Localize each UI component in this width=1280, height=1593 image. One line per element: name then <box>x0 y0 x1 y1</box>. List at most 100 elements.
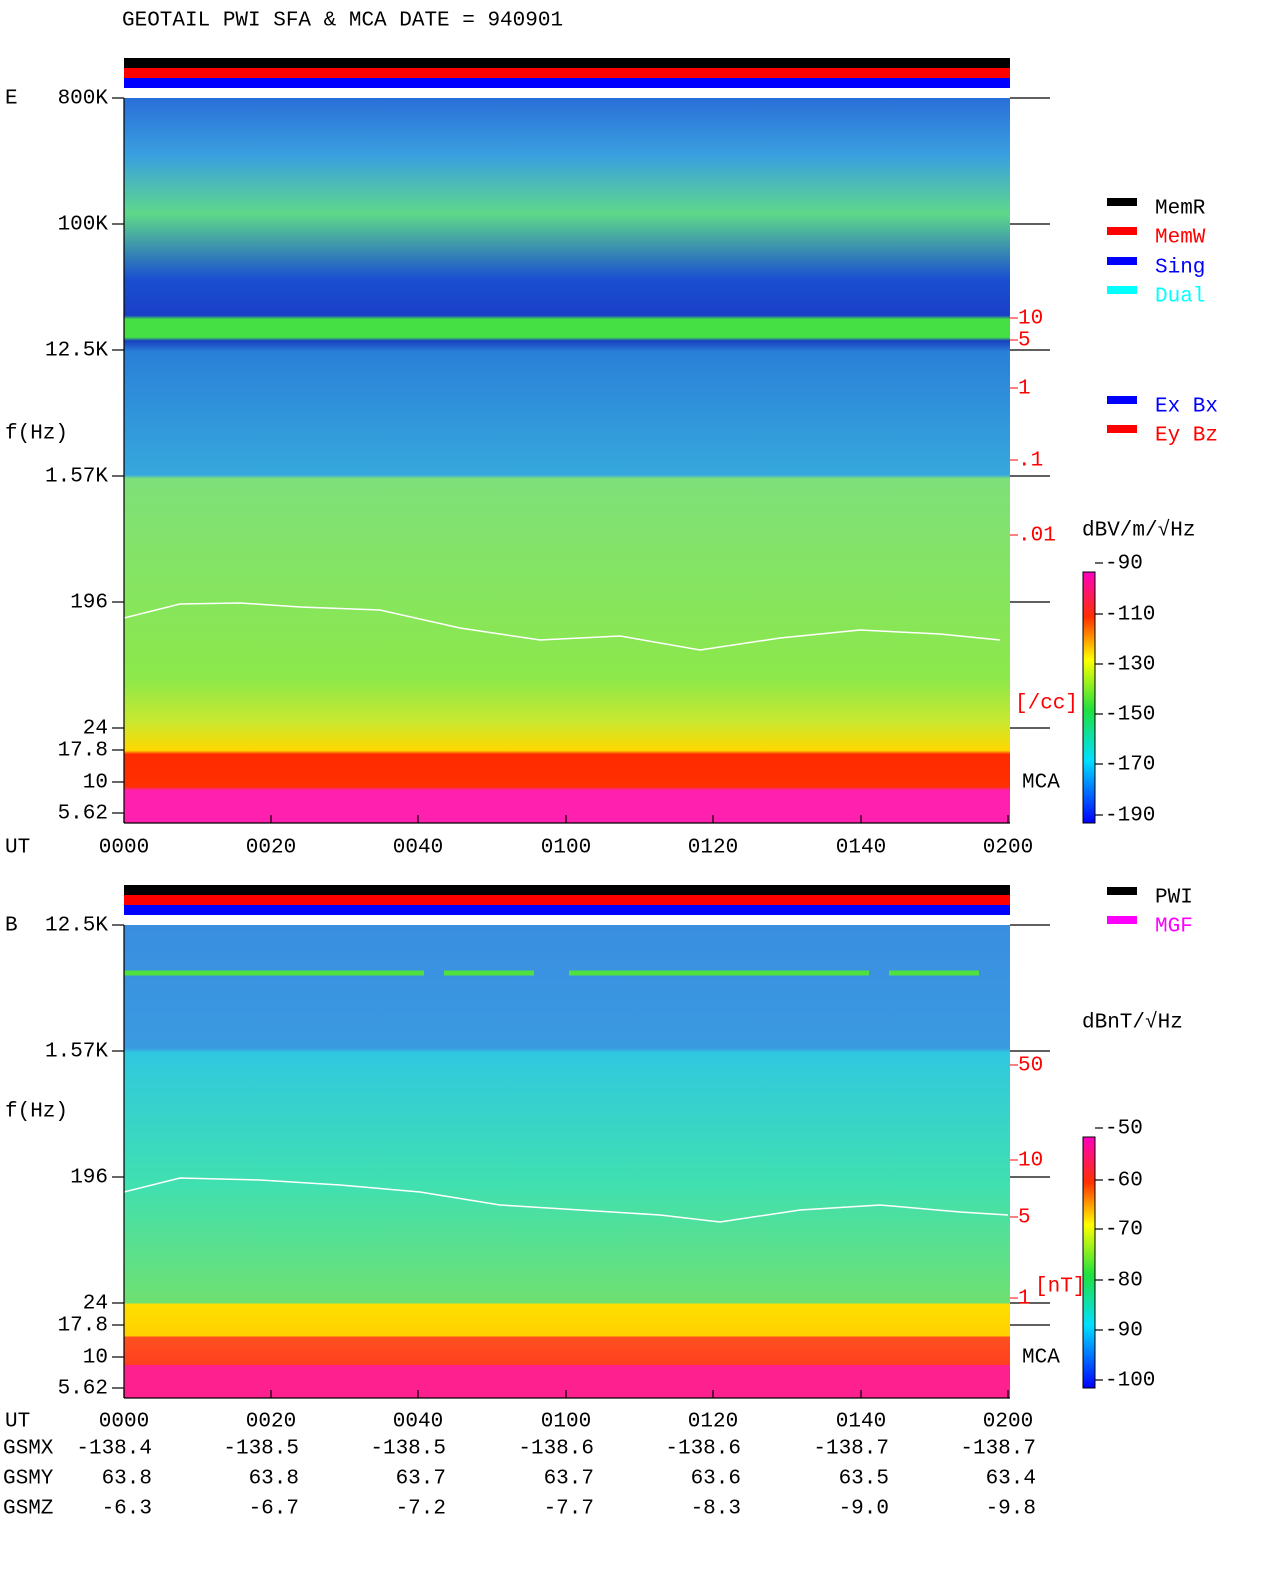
legend-swatch <box>1107 198 1137 206</box>
orbit-value: -7.2 <box>396 1498 446 1521</box>
density-tick-label: 1 <box>1018 1288 1031 1311</box>
colorbar-tick-label: -100 <box>1105 1370 1155 1393</box>
colorbar <box>1082 1136 1096 1389</box>
colorbar-tick-label: -50 <box>1105 1118 1143 1141</box>
density-tick-label: 10 <box>1018 308 1043 331</box>
x-tick-label: 0020 <box>246 1411 296 1434</box>
colorbar <box>1082 571 1096 824</box>
orbit-value: -138.6 <box>665 1438 741 1461</box>
x-tick-label: 0140 <box>836 837 886 860</box>
orbit-value: 63.7 <box>396 1468 446 1491</box>
y-tick-label: 24 <box>83 718 108 741</box>
x-tick-label: 0120 <box>688 1411 738 1434</box>
density-tick-label: 5 <box>1018 330 1031 353</box>
y-axis-label: f(Hz) <box>5 423 68 446</box>
y-tick-label: 17.8 <box>58 740 108 763</box>
orbit-value: -8.3 <box>691 1498 741 1521</box>
x-tick-label: 0040 <box>393 1411 443 1434</box>
status-bar <box>124 885 1010 895</box>
y-tick-label: 12.5K <box>45 915 108 938</box>
orbit-value: 63.8 <box>249 1468 299 1491</box>
colorbar-tick-label: -130 <box>1105 654 1155 677</box>
colorbar-tick-label: -90 <box>1105 1320 1143 1343</box>
y-axis-label: f(Hz) <box>5 1101 68 1124</box>
status-bar <box>124 895 1010 905</box>
panel-label: B <box>5 915 18 938</box>
density-unit: [nT] <box>1035 1276 1085 1299</box>
orbit-value: -6.7 <box>249 1498 299 1521</box>
y-tick-label: 10 <box>83 772 108 795</box>
colorbar-tick-label: -170 <box>1105 754 1155 777</box>
mca-label: MCA <box>1022 772 1060 795</box>
x-axis-label: UT <box>5 1411 30 1434</box>
y-tick-label: 100K <box>58 214 109 237</box>
x-tick-label: 0100 <box>541 1411 591 1434</box>
orbit-value: -138.7 <box>960 1438 1036 1461</box>
legend-label: Ex Bx <box>1155 396 1218 419</box>
legend-swatch <box>1107 396 1137 404</box>
mca-label: MCA <box>1022 1347 1060 1370</box>
y-tick-label: 12.5K <box>45 340 108 363</box>
y-tick-label: 1.57K <box>45 466 108 489</box>
x-tick-label: 0040 <box>393 837 443 860</box>
legend-label: Sing <box>1155 257 1205 280</box>
title: GEOTAIL PWI SFA & MCA DATE = 940901 <box>122 10 563 33</box>
colorbar-unit: dBnT/√Hz <box>1082 1011 1183 1035</box>
y-tick-label: 10 <box>83 1347 108 1370</box>
legend-label: MemR <box>1155 198 1206 221</box>
spectrogram <box>124 98 1010 823</box>
colorbar-tick-label: -190 <box>1105 805 1155 828</box>
x-tick-label: 0140 <box>836 1411 886 1434</box>
x-tick-label: 0200 <box>983 837 1033 860</box>
orbit-value: -9.0 <box>839 1498 889 1521</box>
orbit-value: -138.7 <box>813 1438 889 1461</box>
y-tick-label: 17.8 <box>58 1315 108 1338</box>
status-bar <box>124 58 1010 68</box>
colorbar-tick-label: -110 <box>1105 604 1155 627</box>
status-bar <box>124 905 1010 915</box>
status-bar <box>124 68 1010 78</box>
y-tick-label: 24 <box>83 1293 108 1316</box>
legend-swatch <box>1107 887 1137 895</box>
y-tick-label: 196 <box>70 1167 108 1190</box>
x-tick-label: 0000 <box>99 1411 149 1434</box>
legend-swatch <box>1107 425 1137 433</box>
x-axis-label: UT <box>5 837 30 860</box>
y-tick-label: 1.57K <box>45 1041 108 1064</box>
orbit-label: GSMX <box>3 1438 54 1461</box>
legend-label: MemW <box>1155 227 1206 250</box>
y-tick-label: 196 <box>70 592 108 615</box>
panel-label: E <box>5 88 18 111</box>
orbit-value: -6.3 <box>102 1498 152 1521</box>
colorbar-tick-label: -70 <box>1105 1219 1143 1242</box>
y-tick-label: 5.62 <box>58 1378 108 1401</box>
status-bar <box>124 78 1010 88</box>
plasma-line <box>123 602 1001 651</box>
colorbar-tick-label: -80 <box>1105 1270 1143 1293</box>
colorbar-unit: dBV/m/√Hz <box>1082 519 1195 543</box>
density-tick-label: 50 <box>1018 1055 1043 1078</box>
orbit-value: -138.4 <box>76 1438 152 1461</box>
orbit-value: 63.5 <box>839 1468 889 1491</box>
orbit-value: -138.5 <box>223 1438 299 1461</box>
legend-label: Ey Bz <box>1155 425 1218 448</box>
plasma-line <box>123 1177 1009 1223</box>
x-tick-label: 0100 <box>541 837 591 860</box>
legend-swatch <box>1107 916 1137 924</box>
legend-swatch <box>1107 257 1137 265</box>
orbit-value: 63.6 <box>691 1468 741 1491</box>
legend-label: Dual <box>1155 286 1205 309</box>
density-tick-label: 5 <box>1018 1207 1031 1230</box>
colorbar-tick-label: -60 <box>1105 1170 1143 1193</box>
orbit-label: GSMY <box>3 1468 54 1491</box>
orbit-value: -9.8 <box>986 1498 1036 1521</box>
legend-swatch <box>1107 286 1137 294</box>
spectrogram <box>124 925 1010 1398</box>
orbit-value: -138.5 <box>370 1438 446 1461</box>
orbit-label: GSMZ <box>3 1498 53 1521</box>
density-tick-label: 10 <box>1018 1150 1043 1173</box>
legend-label: MGF <box>1155 916 1193 939</box>
orbit-value: 63.8 <box>102 1468 152 1491</box>
density-unit: [/cc] <box>1015 693 1078 716</box>
